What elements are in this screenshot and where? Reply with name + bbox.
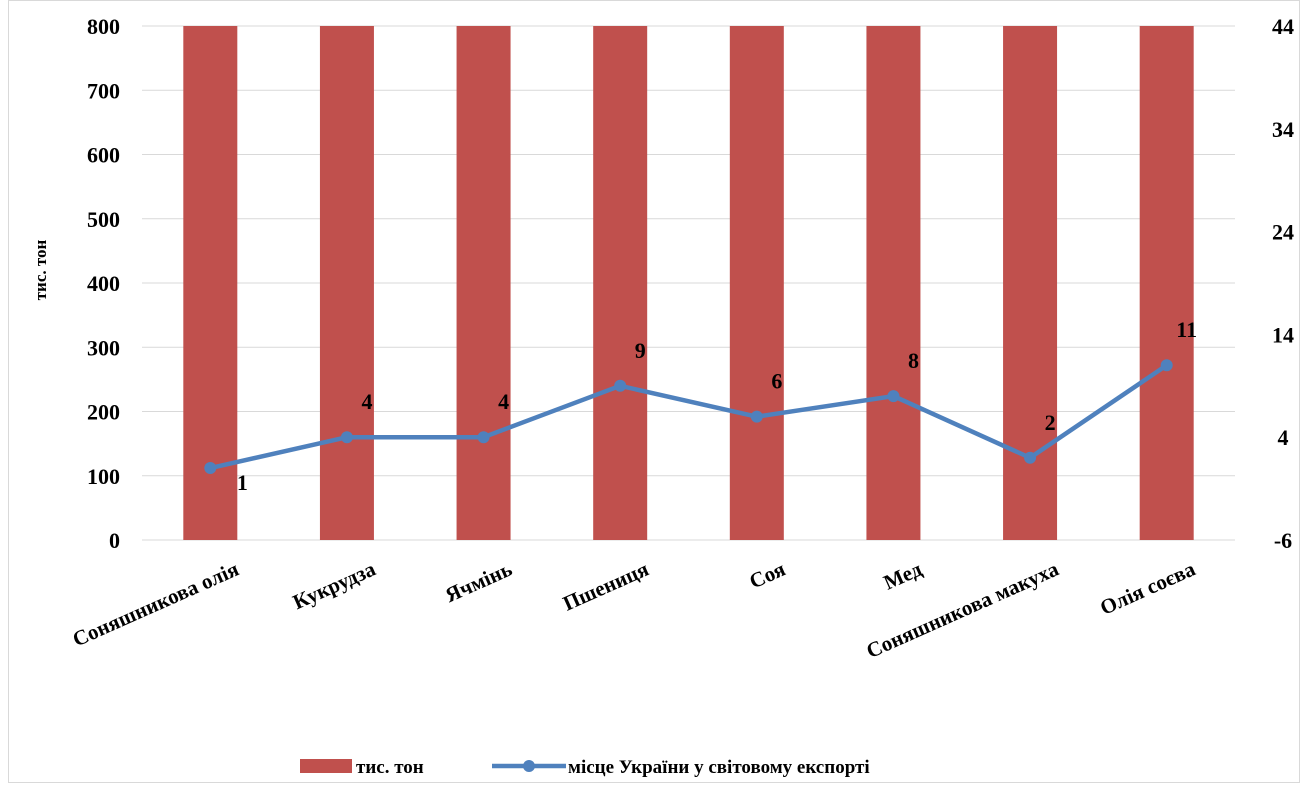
data-label: 11 — [1176, 317, 1197, 342]
left-tick-label: 500 — [87, 207, 120, 232]
gridlines — [142, 25, 1235, 541]
data-label: 4 — [361, 389, 372, 414]
left-tick-label: 800 — [87, 14, 120, 39]
line-point — [887, 390, 900, 403]
line-point — [340, 431, 353, 444]
bar — [1139, 26, 1194, 540]
bar — [593, 26, 648, 540]
right-tick-label: 4 — [1278, 425, 1289, 450]
bar — [456, 26, 511, 540]
bar-series — [183, 26, 1194, 540]
right-tick-label: -6 — [1274, 528, 1292, 553]
series-line — [209, 363, 1168, 471]
line-point — [1160, 359, 1173, 372]
left-tick-label: 700 — [87, 78, 120, 103]
left-axis-ticks: 0 100 200 300 400 500 600 700 800 — [87, 14, 120, 553]
left-tick-label: 600 — [87, 143, 120, 168]
left-tick-label: 300 — [87, 335, 120, 360]
category-label: Олія соєва — [1096, 556, 1199, 619]
data-label: 2 — [1045, 410, 1056, 435]
bar — [866, 26, 921, 540]
line-point — [1024, 451, 1037, 464]
data-label: 9 — [635, 338, 646, 363]
chart-frame — [8, 0, 1300, 783]
left-tick-label: 100 — [87, 464, 120, 489]
left-tick-label: 400 — [87, 271, 120, 296]
data-labels: 1 4 4 9 6 8 2 11 — [237, 317, 1197, 495]
line-series — [204, 359, 1173, 475]
line-point — [750, 410, 763, 423]
legend-label-bars: тис. тон — [356, 757, 424, 778]
data-label: 6 — [771, 369, 782, 394]
right-tick-label: 34 — [1272, 117, 1294, 142]
legend-marker-line — [523, 760, 535, 772]
data-label: 8 — [908, 348, 919, 373]
line-point — [477, 431, 490, 444]
right-tick-label: 14 — [1272, 322, 1294, 347]
right-tick-label: 24 — [1272, 220, 1294, 245]
bar — [319, 26, 374, 540]
right-axis-ticks: -6 4 14 24 34 44 — [1272, 14, 1294, 553]
legend: тис. тон місце України у світовому експор… — [300, 757, 870, 778]
category-label: Кукрудза — [289, 556, 379, 614]
left-tick-label: 200 — [87, 400, 120, 425]
category-label: Пшениця — [559, 557, 652, 616]
left-tick-label: 0 — [109, 528, 120, 553]
category-label: Ячмінь — [442, 557, 516, 608]
line-point — [614, 379, 627, 392]
bar — [183, 26, 238, 540]
category-label: Соняшникова олія — [69, 557, 242, 652]
right-tick-label: 44 — [1272, 14, 1294, 39]
data-label: 4 — [498, 389, 509, 414]
category-label: Соя — [746, 557, 789, 594]
data-label: 1 — [237, 470, 248, 495]
bar — [729, 26, 784, 540]
y-axis-label: тис. тон — [31, 239, 50, 300]
category-label: Мед — [880, 556, 926, 594]
legend-swatch-bars — [300, 759, 352, 773]
line-point — [204, 462, 217, 475]
legend-label-line: місце України у світовому експорті — [568, 757, 870, 778]
category-labels: Соняшникова олія Кукрудза Ячмінь Пшениця Соя… — [69, 556, 1199, 663]
